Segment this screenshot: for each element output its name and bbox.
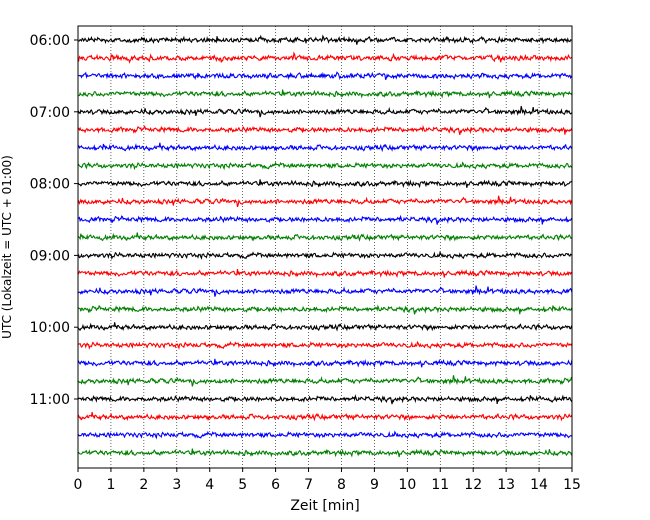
y-tick-label-2: 08:00 (30, 177, 70, 193)
trace-0 (77, 34, 573, 45)
trace-11 (77, 232, 573, 242)
trace-8 (77, 179, 573, 189)
trace-7 (77, 161, 573, 171)
trace-5 (77, 124, 573, 136)
trace-6 (77, 142, 573, 153)
trace-1 (77, 51, 573, 64)
x-tick-label-3: 3 (172, 477, 181, 493)
plot-background (78, 26, 572, 468)
x-axis-label: Zeit [min] (290, 498, 359, 514)
y-tick-label-5: 11:00 (30, 392, 70, 408)
trace-10 (77, 214, 573, 225)
x-tick-label-13: 13 (497, 477, 515, 493)
x-tick-label-0: 0 (74, 477, 83, 493)
y-axis-label: UTC (Lokalzeit = UTC + 01:00) (0, 155, 14, 339)
trace-22 (77, 430, 573, 440)
seismic-traces (77, 34, 573, 458)
trace-16 (77, 322, 573, 332)
trace-4 (77, 105, 573, 118)
x-tick-label-7: 7 (304, 477, 313, 493)
x-tick-label-4: 4 (205, 477, 214, 493)
trace-20 (77, 394, 573, 405)
x-tick-label-10: 10 (398, 477, 416, 493)
trace-15 (77, 304, 573, 315)
x-tick-label-9: 9 (370, 477, 379, 493)
trace-17 (77, 340, 573, 350)
trace-19 (77, 375, 573, 387)
x-tick-label-11: 11 (431, 477, 449, 493)
trace-23 (77, 448, 573, 458)
x-tick-label-8: 8 (337, 477, 346, 493)
x-tick-label-12: 12 (464, 477, 482, 493)
y-tick-label-3: 09:00 (30, 248, 70, 264)
y-tick-label-1: 07:00 (30, 105, 70, 121)
trace-18 (77, 358, 573, 368)
plot-frame (77, 25, 573, 469)
x-axis-ticks: 0 1 2 3 4 5 6 7 8 9 10 11 12 13 14 15 (74, 468, 581, 493)
trace-13 (77, 268, 573, 279)
trace-12 (77, 250, 573, 260)
x-tick-label-1: 1 (106, 477, 115, 493)
y-axis-ticks: 06:00 07:00 08:00 09:00 10:00 11:00 (30, 33, 78, 408)
y-tick-label-4: 10:00 (30, 320, 70, 336)
trace-9 (77, 195, 573, 208)
trace-14 (77, 285, 573, 297)
trace-21 (77, 411, 573, 422)
x-tick-label-5: 5 (238, 477, 247, 493)
x-tick-label-15: 15 (563, 477, 581, 493)
y-tick-label-0: 06:00 (30, 33, 70, 49)
x-tick-label-2: 2 (139, 477, 148, 493)
trace-3 (77, 89, 573, 99)
trace-2 (77, 71, 573, 81)
x-tick-label-6: 6 (271, 477, 280, 493)
x-tick-label-14: 14 (530, 477, 548, 493)
